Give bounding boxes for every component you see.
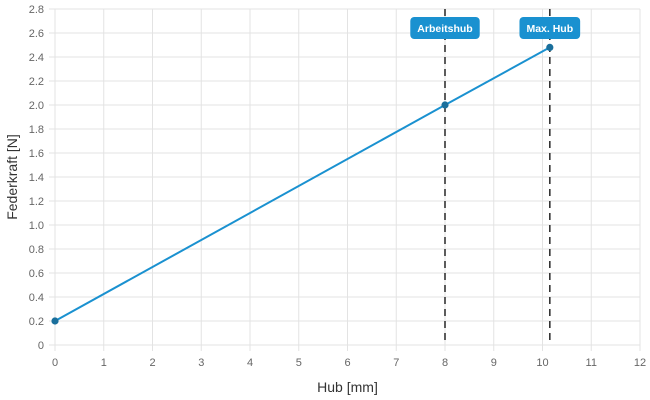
- y-tick-label: 0.6: [29, 268, 44, 280]
- x-tick-label: 11: [586, 357, 597, 369]
- y-tick-label: 2.4: [29, 52, 44, 64]
- marker-label: Arbeitshub: [417, 23, 472, 35]
- y-tick-label: 1.4: [29, 172, 44, 184]
- y-tick-label: 2.6: [29, 28, 44, 40]
- y-tick-label: 2.2: [29, 76, 44, 88]
- y-tick-label: 2.8: [29, 4, 44, 16]
- x-tick-label: 1: [101, 357, 107, 369]
- x-tick-label: 5: [296, 357, 302, 369]
- x-tick-label: 8: [442, 357, 448, 369]
- y-tick-label: 1.0: [29, 220, 44, 232]
- reference-markers: Arbeitshub Max. Hub: [410, 9, 581, 345]
- marker-badge-bg: [410, 17, 480, 39]
- x-tick-label: 7: [393, 357, 399, 369]
- tick-labels: 0 1 2 3 4 5 6 7 8 9 10 11 1200.20.40.60.81.01.21.41.…: [29, 4, 646, 369]
- x-tick-label: 10: [536, 357, 548, 369]
- y-axis-title: Federkraft [N]: [4, 134, 20, 220]
- marker-badge-bg: [519, 17, 581, 39]
- data-point: [51, 317, 59, 325]
- x-tick-label: 9: [491, 357, 497, 369]
- x-axis-title: Hub [mm]: [317, 379, 378, 395]
- x-tick-label: 12: [634, 357, 646, 369]
- marker-label: Max. Hub: [526, 23, 573, 35]
- y-tick-label: 0: [38, 340, 44, 352]
- marker-badge: Max. Hub: [519, 17, 581, 39]
- y-tick-label: 0.2: [29, 316, 44, 328]
- grid: [49, 8, 641, 351]
- x-tick-label: 0: [52, 357, 58, 369]
- y-tick-label: 0.4: [29, 292, 44, 304]
- y-tick-label: 1.2: [29, 196, 44, 208]
- x-tick-label: 4: [247, 357, 253, 369]
- y-tick-label: 2.0: [29, 100, 44, 112]
- data-point: [546, 43, 554, 52]
- series-line: [54, 46, 551, 322]
- y-tick-label: 1.6: [29, 148, 44, 160]
- series: [51, 43, 554, 325]
- x-tick-label: 3: [198, 357, 204, 369]
- x-tick-label: 2: [149, 357, 155, 369]
- marker-badge: Arbeitshub: [410, 17, 480, 39]
- data-point: [441, 101, 449, 109]
- y-tick-label: 1.8: [29, 124, 44, 136]
- y-tick-label: 0.8: [29, 244, 44, 256]
- x-tick-label: 6: [344, 357, 350, 369]
